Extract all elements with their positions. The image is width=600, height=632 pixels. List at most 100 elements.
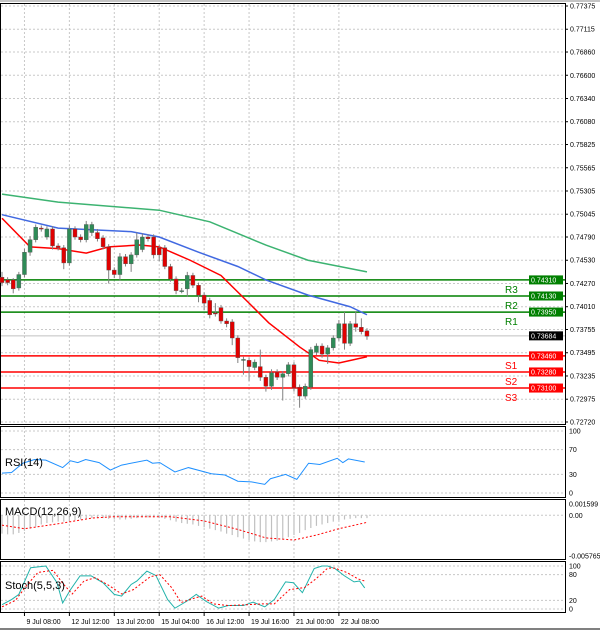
rsi-tick-label: 100	[569, 429, 581, 436]
current-price-label: 0.73684	[531, 333, 556, 340]
level-name-label: R2	[505, 301, 518, 312]
moving-average-line	[1, 193, 368, 273]
candle-bearish	[235, 337, 241, 358]
candle-bearish	[359, 327, 364, 332]
price-tick-label: 0.74270	[570, 281, 595, 288]
level-price-badge	[529, 367, 563, 377]
macd-tick-label: 0.001599	[569, 502, 598, 509]
candle-bullish	[286, 364, 291, 374]
level-price-label: 0.73460	[531, 353, 556, 360]
level-name-label: R1	[505, 317, 518, 328]
candle-bullish	[325, 347, 330, 355]
candle-bearish	[157, 247, 162, 256]
price-tick-label: 0.75045	[570, 212, 595, 219]
candle-bearish	[5, 279, 10, 283]
level-price-label: 0.73280	[531, 369, 556, 376]
level-price-label: 0.73100	[531, 386, 556, 393]
candle-bullish	[84, 224, 89, 240]
candle-bullish	[280, 373, 285, 378]
candle-bullish	[314, 345, 319, 353]
candle-bearish	[319, 345, 325, 355]
rsi-line	[1, 457, 365, 485]
candle-bearish	[11, 279, 16, 290]
time-label: 12 Jul 12:00	[71, 619, 109, 626]
candle-bearish	[173, 278, 179, 291]
candle-bearish	[145, 236, 151, 239]
candle-bearish	[168, 266, 173, 280]
candle-bearish	[100, 237, 106, 248]
candle-bullish	[241, 359, 246, 361]
price-tick-label: 0.77115	[570, 27, 595, 34]
candle-bearish	[213, 312, 218, 315]
candle-bullish	[336, 323, 342, 339]
candle-bullish	[179, 290, 184, 292]
stoch-tick-label: 20	[569, 598, 577, 605]
time-label: 15 Jul 04:00	[161, 619, 199, 626]
candle-bullish	[308, 349, 314, 388]
macd-signal-line	[1, 516, 368, 541]
level-price-badge	[529, 275, 563, 285]
candle-bullish	[33, 226, 38, 240]
candle-bearish	[274, 371, 280, 378]
rsi-pane	[0, 426, 566, 498]
candle-bearish	[342, 323, 347, 344]
candle-bearish	[207, 300, 212, 315]
candle-bearish	[246, 360, 252, 367]
price-tick-label: 0.74530	[570, 258, 595, 265]
rsi-tick-label: 70	[569, 447, 577, 454]
level-price-label: 0.73950	[531, 310, 556, 317]
level-price-badge	[529, 351, 563, 361]
candle-bullish	[27, 239, 33, 253]
price-tick-label: 0.73495	[570, 350, 595, 357]
candle-bearish	[291, 364, 297, 389]
candle-bullish	[347, 323, 353, 344]
candle-bearish	[72, 228, 78, 238]
level-price-badge	[529, 307, 563, 317]
level-name-label: R3	[505, 285, 518, 296]
price-tick-label: 0.76600	[570, 73, 595, 80]
time-label: 19 Jul 16:00	[251, 619, 289, 626]
candle-bullish	[185, 275, 190, 290]
stoch-tick-label: 80	[569, 572, 577, 579]
candle-bullish	[16, 274, 22, 289]
candle-bearish	[95, 232, 100, 239]
level-name-label: S3	[505, 393, 518, 404]
candle-bullish	[128, 254, 134, 265]
price-tick-label: 0.73755	[570, 327, 595, 334]
macd-title: MACD(12,26,9)	[5, 506, 81, 518]
price-tick-label: 0.76080	[570, 119, 595, 126]
rsi-tick-label: 30	[569, 472, 577, 479]
candle-bullish	[331, 337, 336, 349]
current-price-badge	[529, 331, 563, 341]
candle-bullish	[134, 239, 139, 256]
candle-bearish	[78, 236, 83, 240]
candle-bearish	[61, 247, 66, 264]
time-label: 13 Jul 20:00	[116, 619, 154, 626]
price-tick-label: 0.76860	[570, 50, 595, 57]
candle-bearish	[39, 227, 44, 230]
stoch-tick-label: 0	[569, 607, 573, 614]
level-name-label: S1	[505, 361, 518, 372]
moving-average-line	[1, 213, 368, 316]
stoch-tick-label: 100	[569, 564, 581, 571]
candle-bullish	[22, 252, 27, 275]
level-price-label: 0.74310	[531, 277, 556, 284]
candle-bearish	[151, 236, 156, 256]
candle-bearish	[218, 307, 224, 322]
macd-tick-label: -0.005765	[569, 554, 600, 561]
candle-bearish	[353, 323, 358, 328]
candle-bullish	[252, 361, 257, 368]
candle-bearish	[55, 245, 61, 248]
price-tick-label: 0.75825	[570, 142, 595, 149]
candle-bullish	[117, 256, 123, 275]
candle-bearish	[297, 386, 302, 397]
candle-bearish	[196, 285, 201, 296]
time-label: 21 Jul 00:00	[296, 619, 334, 626]
price-tick-label: 0.75565	[570, 165, 595, 172]
stoch-pane	[0, 561, 566, 613]
candle-bearish	[263, 377, 269, 387]
time-label: 22 Jul 08:00	[341, 619, 379, 626]
price-tick-label: 0.74010	[570, 304, 595, 311]
candle-bullish	[303, 386, 308, 397]
